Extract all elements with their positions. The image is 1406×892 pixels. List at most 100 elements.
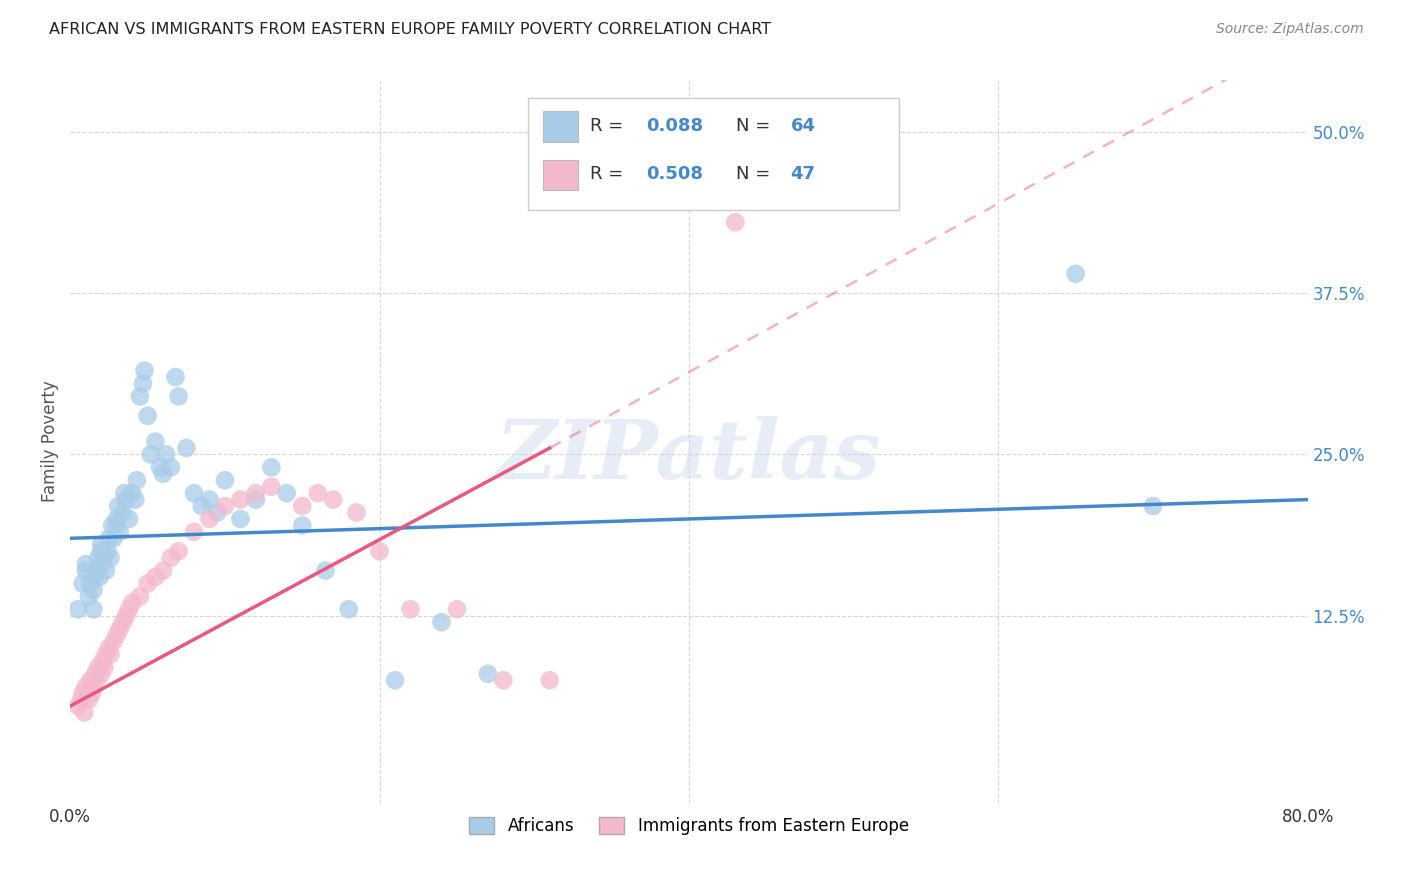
- Point: [198, 492, 221, 507]
- Point: [103, 634, 125, 648]
- Point: [91, 557, 114, 571]
- Point: [174, 441, 197, 455]
- Point: [86, 673, 108, 688]
- Text: R =: R =: [591, 117, 628, 135]
- Point: [79, 576, 101, 591]
- Point: [75, 680, 97, 694]
- Point: [183, 486, 205, 500]
- Point: [105, 518, 128, 533]
- Point: [100, 648, 122, 662]
- Point: [145, 570, 166, 584]
- Point: [346, 506, 368, 520]
- Point: [167, 389, 190, 403]
- Point: [108, 524, 131, 539]
- Point: [125, 473, 148, 487]
- Point: [152, 467, 174, 481]
- Point: [90, 538, 112, 552]
- Point: [245, 486, 267, 500]
- Text: R =: R =: [591, 165, 628, 183]
- Point: [72, 686, 94, 700]
- Point: [165, 370, 187, 384]
- Point: [139, 447, 162, 461]
- Point: [260, 460, 283, 475]
- Point: [183, 524, 205, 539]
- Point: [75, 557, 97, 571]
- Text: 47: 47: [790, 165, 815, 183]
- Point: [87, 550, 110, 565]
- Point: [82, 602, 105, 616]
- Point: [96, 544, 118, 558]
- Point: [229, 512, 252, 526]
- Point: [77, 590, 100, 604]
- Point: [214, 499, 236, 513]
- Point: [315, 564, 337, 578]
- Point: [132, 376, 155, 391]
- Point: [191, 499, 214, 513]
- Point: [134, 363, 156, 377]
- Point: [129, 590, 152, 604]
- Point: [80, 686, 103, 700]
- Point: [115, 608, 138, 623]
- Point: [94, 564, 117, 578]
- Point: [160, 460, 183, 475]
- Point: [100, 550, 122, 565]
- Point: [149, 460, 172, 475]
- Point: [115, 492, 138, 507]
- Point: [75, 564, 97, 578]
- Point: [291, 499, 314, 513]
- Bar: [543, 160, 578, 190]
- Point: [260, 480, 283, 494]
- Point: [118, 512, 141, 526]
- Point: [90, 544, 112, 558]
- Point: [70, 692, 93, 706]
- Point: [86, 564, 108, 578]
- Point: [90, 666, 112, 681]
- Point: [600, 137, 623, 152]
- Text: Source: ZipAtlas.com: Source: ZipAtlas.com: [1216, 22, 1364, 37]
- Point: [77, 692, 100, 706]
- Legend: Africans, Immigrants from Eastern Europe: Africans, Immigrants from Eastern Europe: [463, 810, 915, 841]
- Point: [124, 492, 146, 507]
- Point: [67, 699, 90, 714]
- Bar: [543, 112, 578, 142]
- Point: [82, 582, 105, 597]
- Y-axis label: Family Poverty: Family Poverty: [41, 381, 59, 502]
- Point: [1142, 499, 1164, 513]
- Point: [98, 640, 120, 655]
- Point: [108, 622, 131, 636]
- Point: [276, 486, 298, 500]
- Point: [84, 666, 107, 681]
- Point: [337, 602, 360, 616]
- Point: [155, 447, 177, 461]
- Point: [72, 576, 94, 591]
- Text: N =: N =: [735, 165, 776, 183]
- Point: [492, 673, 515, 688]
- Point: [477, 666, 499, 681]
- Point: [368, 544, 391, 558]
- Point: [724, 215, 747, 229]
- Point: [214, 473, 236, 487]
- Text: N =: N =: [735, 117, 776, 135]
- Point: [103, 531, 125, 545]
- Point: [1064, 267, 1087, 281]
- Point: [198, 512, 221, 526]
- Point: [322, 492, 344, 507]
- Text: 64: 64: [790, 117, 815, 135]
- Point: [84, 570, 107, 584]
- Point: [121, 486, 143, 500]
- Point: [118, 602, 141, 616]
- Point: [94, 648, 117, 662]
- Point: [291, 518, 314, 533]
- Point: [307, 486, 329, 500]
- Point: [121, 596, 143, 610]
- Text: ZIPatlas: ZIPatlas: [496, 416, 882, 496]
- Point: [114, 486, 135, 500]
- Point: [93, 550, 115, 565]
- FancyBboxPatch shape: [529, 98, 900, 211]
- Point: [111, 615, 134, 630]
- Point: [160, 550, 183, 565]
- Point: [245, 492, 267, 507]
- Point: [430, 615, 453, 630]
- Point: [82, 680, 105, 694]
- Point: [67, 602, 90, 616]
